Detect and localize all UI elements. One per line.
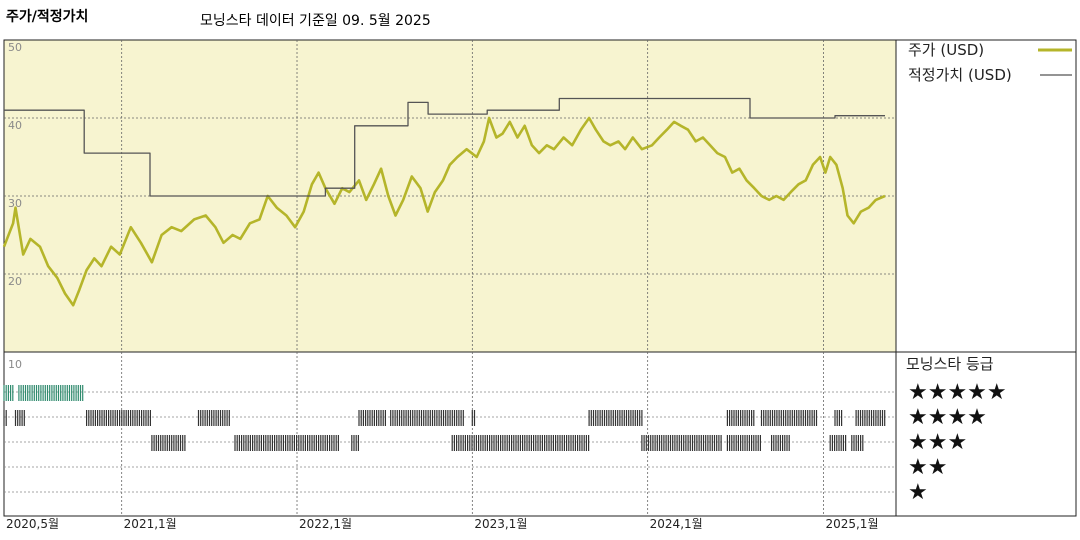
x-axis-ticks: 2020,5월 2021,1월 2022,1월 2023,1월 2024,1월 2025,…: [6, 517, 878, 531]
rating-period-3-star: [451, 435, 590, 451]
legend-panel: [895, 39, 1077, 353]
y-axis-ticks: 20 30 40 50: [8, 41, 22, 288]
rating-period-3-star: [829, 435, 847, 451]
rating-legend-panel: [895, 351, 1077, 517]
rating-period-4-star: [760, 410, 818, 426]
rating-period-4-star: [14, 410, 25, 426]
chart-subtitle: 모닝스타 데이터 기준일 09. 5월 2025: [200, 13, 431, 29]
legend-fair-value-label: 적정가치 (USD): [908, 66, 1012, 84]
legend-price-label: 주가 (USD): [908, 41, 984, 59]
rating-period-4-star: [197, 410, 230, 426]
rating-period-3-star: [351, 435, 359, 451]
rating-level-5: ★★★★★: [908, 380, 1007, 405]
y-tick-label: 20: [8, 275, 22, 288]
rating-period-4-star: [3, 410, 7, 426]
chart-title: 주가/적정가치: [6, 8, 88, 25]
rating-period-3-star: [770, 435, 790, 451]
grid-lines: [4, 40, 896, 516]
rating-period-4-star: [358, 410, 386, 426]
rating-period-4-star: [390, 410, 464, 426]
x-tick-label: 2023,1월: [474, 517, 527, 531]
rating-period-3-star: [151, 435, 186, 451]
rating-level-2: ★★: [908, 455, 947, 480]
y-tick-label: 40: [8, 119, 22, 132]
rating-period-5-star: [3, 385, 14, 401]
y-tick-label: 50: [8, 41, 22, 54]
rating-level-1: ★: [908, 480, 928, 505]
rating-period-4-star: [85, 410, 151, 426]
rating-period-5-star: [18, 385, 84, 401]
rating-period-3-star: [234, 435, 339, 451]
x-tick-label: 2024,1월: [650, 517, 703, 531]
rating-panel-range-label: 10: [8, 358, 22, 371]
rating-period-3-star: [851, 435, 864, 451]
rating-period-4-star: [834, 410, 843, 426]
rating-bars: [3, 385, 886, 451]
rating-period-4-star: [855, 410, 886, 426]
rating-period-3-star: [726, 435, 762, 451]
rating-period-4-star: [588, 410, 643, 426]
x-tick-label: 2020,5월: [6, 517, 59, 531]
x-tick-label: 2025,1월: [825, 517, 878, 531]
rating-legend-title: 모닝스타 등급: [906, 355, 994, 373]
rating-period-4-star: [726, 410, 755, 426]
rating-level-3: ★★★: [908, 430, 967, 455]
rating-panel: [3, 351, 897, 517]
x-tick-label: 2022,1월: [299, 517, 352, 531]
y-tick-label: 30: [8, 197, 22, 210]
rating-period-4-star: [471, 410, 476, 426]
rating-period-3-star: [641, 435, 722, 451]
price-line: [2, 116, 886, 307]
x-tick-label: 2021,1월: [124, 517, 177, 531]
series-lines: [2, 97, 886, 307]
fair-value-line: [4, 97, 885, 197]
rating-level-4: ★★★★: [908, 405, 987, 430]
